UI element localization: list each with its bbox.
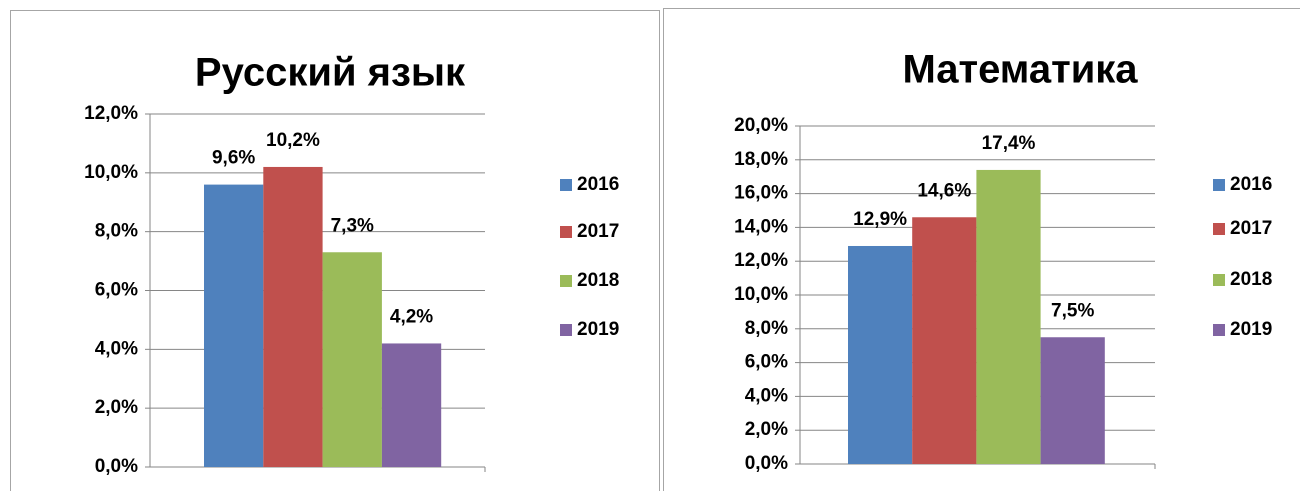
y-tick-label: 4,0% xyxy=(745,385,788,406)
legend-label: 2018 xyxy=(1230,269,1272,290)
bar xyxy=(912,217,977,464)
y-tick-label: 0,0% xyxy=(745,453,788,474)
legend-swatch xyxy=(560,324,572,336)
y-tick-label: 8,0% xyxy=(745,318,788,339)
y-tick-label: 20,0% xyxy=(734,115,788,136)
y-tick-label: 2,0% xyxy=(95,397,138,418)
bar xyxy=(1040,337,1105,464)
bar xyxy=(322,252,382,467)
y-tick-label: 18,0% xyxy=(734,149,788,170)
y-tick-label: 14,0% xyxy=(734,216,788,237)
bar xyxy=(381,343,442,467)
legend-label: 2018 xyxy=(577,270,619,291)
data-label: 14,6% xyxy=(917,180,971,201)
legend-label: 2019 xyxy=(1230,319,1272,340)
chart-title: Русский язык xyxy=(195,51,466,95)
y-tick-label: 6,0% xyxy=(745,352,788,373)
legend-label: 2016 xyxy=(577,174,619,195)
y-tick-label: 10,0% xyxy=(84,162,138,183)
data-label: 7,5% xyxy=(1051,300,1094,321)
y-tick-label: 6,0% xyxy=(95,280,138,301)
legend-swatch xyxy=(1213,179,1225,191)
bar xyxy=(976,169,1041,464)
data-label: 9,6% xyxy=(212,148,255,169)
bar xyxy=(263,166,323,467)
data-label: 17,4% xyxy=(982,133,1036,154)
legend-swatch xyxy=(560,275,572,287)
legend-swatch xyxy=(1213,274,1225,286)
legend-swatch xyxy=(1213,324,1225,336)
legend-swatch xyxy=(560,179,572,191)
legend-label: 2016 xyxy=(1230,174,1272,195)
legend-swatch xyxy=(560,226,572,238)
bar xyxy=(204,184,264,467)
y-tick-label: 16,0% xyxy=(734,183,788,204)
legend-label: 2017 xyxy=(1230,218,1272,239)
bar xyxy=(848,245,913,464)
y-tick-label: 4,0% xyxy=(95,338,138,359)
y-tick-label: 2,0% xyxy=(745,419,788,440)
y-tick-label: 10,0% xyxy=(734,284,788,305)
data-label: 4,2% xyxy=(390,306,433,327)
y-tick-label: 8,0% xyxy=(95,221,138,242)
legend-swatch xyxy=(1213,223,1225,235)
data-label: 10,2% xyxy=(266,130,320,151)
legend-label: 2019 xyxy=(577,319,619,340)
data-label: 7,3% xyxy=(331,215,374,236)
y-tick-label: 12,0% xyxy=(734,250,788,271)
data-label: 12,9% xyxy=(853,209,907,230)
chart-title: Математика xyxy=(902,48,1138,92)
y-tick-label: 0,0% xyxy=(95,456,138,477)
legend-label: 2017 xyxy=(577,221,619,242)
y-tick-label: 12,0% xyxy=(84,103,138,124)
